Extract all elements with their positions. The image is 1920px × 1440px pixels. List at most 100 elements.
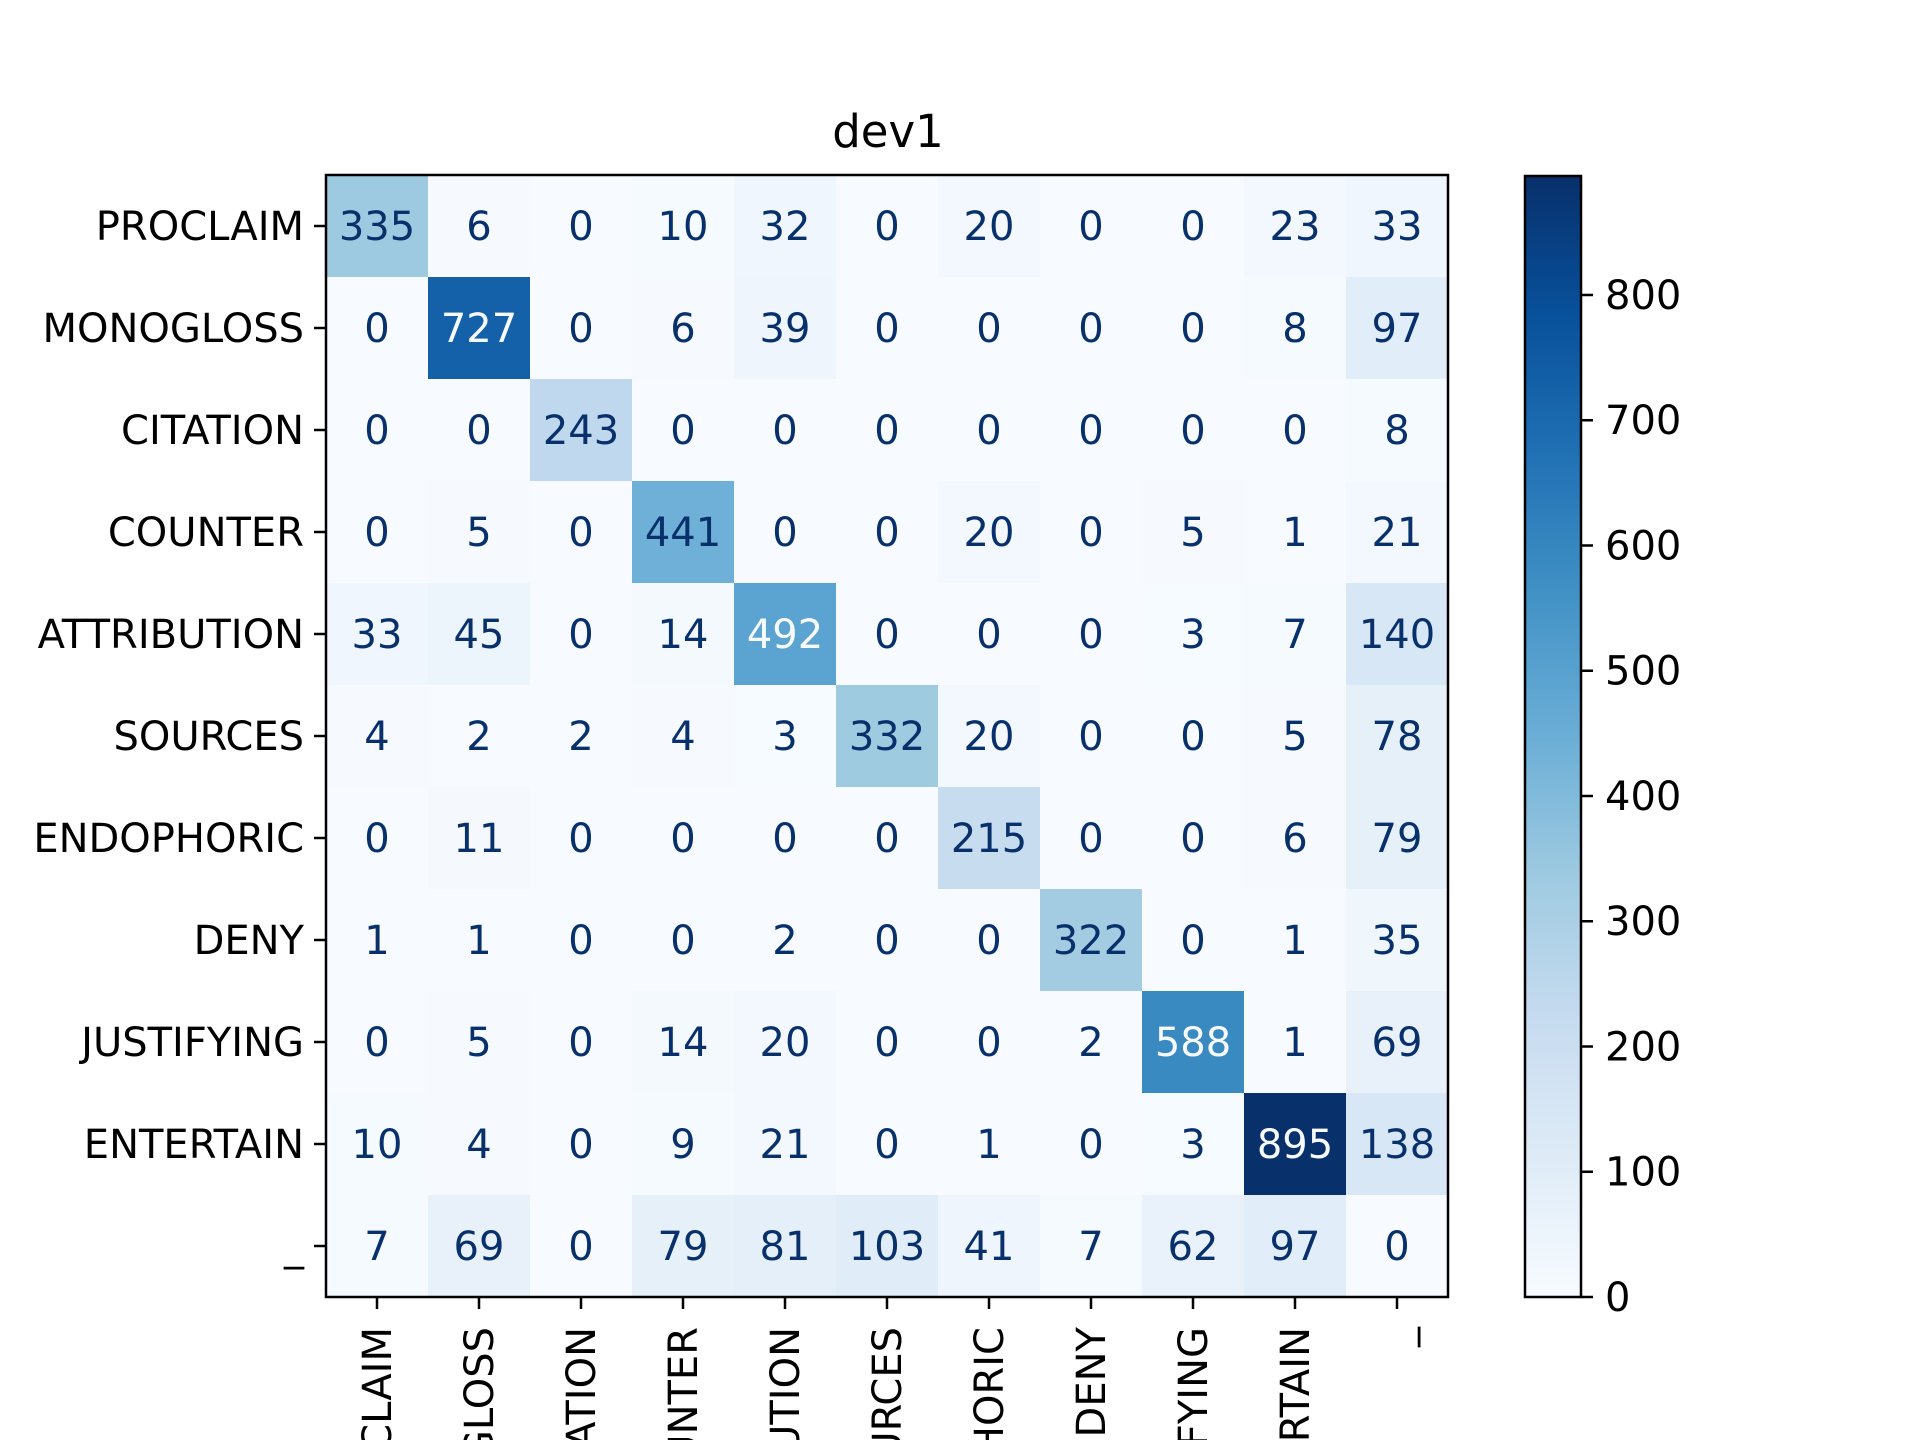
- heatmap-cell: [1142, 481, 1245, 584]
- cell-value-label: 5: [1180, 510, 1205, 556]
- heatmap-cell: [632, 889, 735, 992]
- cell-value-label: 0: [772, 408, 797, 454]
- y-tick-label: DENY: [194, 918, 305, 964]
- cell-value-label: 79: [1372, 816, 1423, 862]
- heatmap-cell: [428, 583, 531, 686]
- heatmap-cell: [1244, 685, 1347, 788]
- cell-value-label: 1: [1282, 510, 1307, 556]
- cell-value-label: 33: [1372, 204, 1423, 250]
- heatmap-cell: [530, 685, 633, 788]
- heatmap-cell: [530, 991, 633, 1094]
- cell-value-label: 10: [658, 204, 709, 250]
- heatmap-cell: [632, 1093, 735, 1196]
- heatmap-cell: [734, 1093, 837, 1196]
- cell-value-label: 20: [964, 714, 1015, 760]
- heatmap-cell: [836, 379, 939, 482]
- heatmap-cell: [1142, 1195, 1245, 1298]
- heatmap-cell: [428, 277, 531, 380]
- heatmap-cell: [1142, 1093, 1245, 1196]
- heatmap-cell: [428, 685, 531, 788]
- cell-value-label: 0: [1078, 306, 1103, 352]
- heatmap-cell: [326, 889, 429, 992]
- colorbar-tick-label: 600: [1605, 523, 1681, 569]
- cell-value-label: 4: [364, 714, 389, 760]
- heatmap-cell: [938, 889, 1041, 992]
- y-tick-label: PROCLAIM: [96, 204, 304, 250]
- heatmap-cell: [326, 481, 429, 584]
- colorbar-tick-label: 100: [1605, 1150, 1681, 1196]
- heatmap-cell: [938, 583, 1041, 686]
- heatmap-cell: [1346, 481, 1449, 584]
- cell-value-label: 6: [670, 306, 695, 352]
- cell-value-label: 6: [466, 204, 491, 250]
- colorbar-tick-label: 0: [1605, 1275, 1630, 1321]
- cell-value-label: 35: [1372, 918, 1423, 964]
- colorbar-tick-label: 300: [1605, 899, 1681, 945]
- heatmap-cell: [938, 787, 1041, 890]
- cell-value-label: 492: [747, 612, 823, 658]
- heatmap-cell: [836, 1195, 939, 1298]
- heatmap-cell: [326, 583, 429, 686]
- cell-value-label: 14: [658, 612, 709, 658]
- heatmap-cell: [1040, 1195, 1143, 1298]
- heatmap-cell: [734, 481, 837, 584]
- y-axis: PROCLAIM MONOGLOSS CITATION COUNTER ATTRIBUT…: [33, 204, 326, 1270]
- cell-value-label: 14: [658, 1020, 709, 1066]
- cell-value-label: 7: [1078, 1224, 1103, 1270]
- cell-value-label: 0: [1180, 204, 1205, 250]
- x-tick-label: GLOSS: [457, 1327, 503, 1440]
- heatmap-cell: [836, 991, 939, 1094]
- heatmap-cell: [428, 175, 531, 278]
- heatmap-cell: [836, 787, 939, 890]
- x-axis: CLAIM GLOSS ATION UNTER UTION URCES HORIC DENY I…: [355, 1297, 1421, 1440]
- cell-value-label: 79: [658, 1224, 709, 1270]
- colorbar-ticks: 0 100 200 300 400 500 600 700 800: [1581, 273, 1681, 1321]
- cell-value-label: 0: [874, 510, 899, 556]
- cell-value-label: 0: [568, 1020, 593, 1066]
- heatmap-cell: [836, 889, 939, 992]
- heatmap-cell: [326, 1195, 429, 1298]
- cell-value-label: 20: [760, 1020, 811, 1066]
- heatmap-cell: [1040, 583, 1143, 686]
- heatmap-cell: [938, 277, 1041, 380]
- cell-value-label: 0: [568, 1122, 593, 1168]
- heatmap-cell: [1346, 277, 1449, 380]
- y-tick-label: ENTERTAIN: [84, 1122, 304, 1168]
- cell-value-label: 2: [466, 714, 491, 760]
- heatmap-cell: [938, 481, 1041, 584]
- cell-value-label: 3: [1180, 612, 1205, 658]
- colorbar-tick-label: 200: [1605, 1024, 1681, 1070]
- cell-value-label: 5: [466, 1020, 491, 1066]
- cell-value-label: 0: [874, 1122, 899, 1168]
- colorbar-frame: [1523, 174, 1583, 1299]
- cell-value-label: 0: [364, 408, 389, 454]
- cell-value-label: 11: [454, 816, 505, 862]
- heatmap-cell: [1142, 685, 1245, 788]
- heatmap-cell-labels: 335 6 0 10 32 0 20 0 0 23 330 727 0 6 39 0 0 0 0 8 970 0 243 0 0…: [339, 204, 1435, 1270]
- cell-value-label: 322: [1053, 918, 1129, 964]
- y-tick-label: CITATION: [121, 408, 304, 454]
- cell-value-label: 5: [1282, 714, 1307, 760]
- cell-value-label: 0: [568, 306, 593, 352]
- heatmap-cell: [632, 1195, 735, 1298]
- cell-value-label: 0: [466, 408, 491, 454]
- heatmap-cell: [632, 991, 735, 1094]
- heatmap-cell: [1244, 787, 1347, 890]
- heatmap-cell: [1346, 685, 1449, 788]
- cell-value-label: 332: [849, 714, 925, 760]
- cell-value-label: 1: [466, 918, 491, 964]
- cell-value-label: 1: [976, 1122, 1001, 1168]
- cell-value-label: 4: [670, 714, 695, 760]
- cell-value-label: 727: [441, 306, 517, 352]
- cell-value-label: 0: [1384, 1224, 1409, 1270]
- heatmap-cell: [530, 1195, 633, 1298]
- cell-value-label: 97: [1270, 1224, 1321, 1270]
- heatmap-cell: [1244, 175, 1347, 278]
- cell-value-label: 20: [964, 204, 1015, 250]
- x-tick-label: UTION: [763, 1327, 809, 1440]
- heatmap-cell: [836, 481, 939, 584]
- heatmap-cell: [1040, 685, 1143, 788]
- heatmap-cell: [632, 379, 735, 482]
- heatmap-cell: [1346, 583, 1449, 686]
- heatmap-cell: [428, 991, 531, 1094]
